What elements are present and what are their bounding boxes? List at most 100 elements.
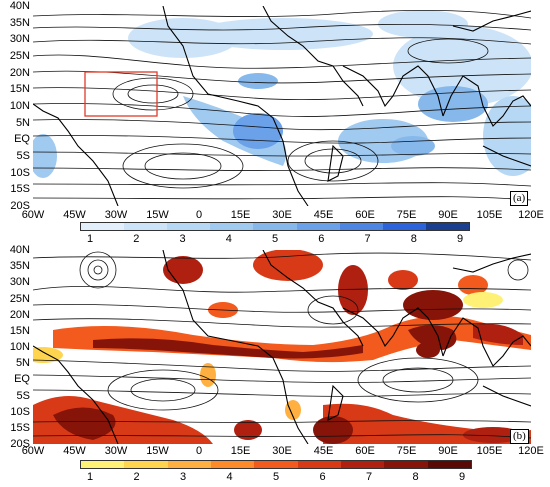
colorbar-tick-label: 7	[364, 233, 371, 245]
lon-tick-label: 15E	[230, 445, 251, 457]
lat-tick-label: 10S	[10, 405, 30, 418]
panel-a: 40N 35N 30N 25N 20N 15N 10N 5N EQ 5S 10S 15S 20S	[9, 0, 544, 245]
region-highlight-box	[84, 71, 158, 117]
panel-b-streamlines	[33, 251, 531, 439]
lon-tick-label: 90E	[438, 209, 458, 221]
colorbar-swatch	[124, 461, 168, 468]
colorbar-tick-label: 1	[86, 471, 94, 483]
colorbar-swatch	[425, 223, 469, 230]
colorbar-tick-label: 5	[271, 233, 279, 245]
panel-a-colorbar	[80, 222, 470, 231]
lat-tick-label: 15S	[10, 421, 30, 434]
colorbar-swatch	[296, 223, 340, 230]
panel-b-map	[33, 250, 531, 444]
colorbar-swatch	[167, 223, 211, 230]
colorbar-tick-label: 3	[179, 471, 187, 483]
lat-tick-label: 5S	[16, 389, 30, 402]
colorbar-tick-label: 2	[133, 471, 140, 483]
lon-tick-label: 0	[195, 209, 203, 221]
lon-tick-label: 75E	[396, 209, 417, 221]
colorbar-tick-label: 1	[86, 233, 94, 245]
lat-tick-label: 20N	[9, 308, 30, 321]
colorbar-swatch	[382, 223, 426, 230]
colorbar-tick-label: 2	[133, 233, 140, 245]
panel-b-shading	[33, 250, 531, 444]
lon-tick-label: 15W	[146, 209, 169, 221]
lat-tick-label: 15S	[10, 183, 30, 196]
lon-tick-label: 120E	[518, 209, 544, 221]
lat-tick-label: 10S	[10, 166, 30, 179]
lat-tick-label: 30N	[9, 33, 30, 46]
colorbar-swatch	[254, 461, 298, 468]
colorbar-swatch	[384, 461, 428, 468]
lon-tick-label: 15E	[230, 209, 251, 221]
colorbar-tick-label: 4	[225, 233, 232, 245]
lon-tick-label: 45W	[63, 445, 86, 457]
lat-tick-label: 25N	[9, 50, 30, 62]
lat-tick-label: EQ	[14, 373, 30, 386]
lat-tick-label: 5S	[16, 150, 30, 162]
lat-tick-label: 10N	[9, 341, 30, 353]
panel-a-streamlines	[33, 9, 531, 201]
colorbar-swatch	[124, 223, 168, 230]
lon-tick-label: 60W	[21, 445, 45, 457]
colorbar-swatch	[210, 461, 255, 468]
panel-b-label: (b)	[510, 429, 529, 444]
lon-tick-label: 45W	[63, 209, 86, 221]
lon-tick-label: 15W	[146, 445, 169, 457]
colorbar-tick-label: 8	[410, 233, 417, 245]
colorbar-swatch	[427, 461, 471, 468]
lon-tick-label: 60E	[355, 445, 375, 457]
lon-tick-label: 0	[195, 445, 203, 457]
lat-tick-label: 15N	[9, 83, 30, 96]
lon-tick-label: 105E	[476, 445, 503, 457]
lon-tick-label: 120E	[518, 445, 544, 457]
colorbar-tick-label: 5	[272, 471, 280, 483]
colorbar-swatch	[253, 223, 297, 230]
colorbar-tick-label: 6	[318, 233, 325, 245]
lat-tick-label: 40N	[9, 0, 30, 12]
lat-tick-label: 5N	[15, 357, 30, 370]
colorbar-tick-label: 4	[226, 471, 233, 483]
panel-b-colorbar	[80, 460, 472, 469]
panel-a-map	[33, 6, 531, 206]
colorbar-tick-label: 6	[319, 471, 326, 483]
colorbar-tick-label: 3	[179, 233, 186, 245]
lon-tick-label: 60E	[355, 209, 375, 221]
lat-tick-label: EQ	[14, 133, 30, 146]
lon-tick-label: 30E	[272, 209, 292, 221]
panel-b: 40N 35N 30N 25N 20N 15N 10N 5N EQ 5S 10S 15S 20S	[0, 244, 550, 487]
lon-tick-label: 45E	[313, 209, 334, 221]
colorbar-swatch	[81, 223, 125, 230]
colorbar-tick-label: 9	[458, 471, 466, 483]
panel-a-coastlines	[33, 6, 531, 206]
colorbar-swatch	[297, 461, 341, 468]
lat-tick-label: 40N	[9, 244, 30, 256]
lon-tick-label: 105E	[476, 209, 503, 221]
lat-tick-label: 20S	[10, 200, 30, 212]
lat-tick-label: 20N	[9, 66, 30, 79]
lon-tick-label: 60W	[21, 209, 45, 221]
colorbar-swatch	[340, 461, 385, 468]
lat-tick-label: 35N	[9, 16, 30, 29]
colorbar-swatch	[81, 461, 125, 468]
lat-tick-label: 35N	[9, 260, 30, 273]
colorbar-swatch	[210, 223, 254, 230]
colorbar-tick-label: 7	[365, 471, 373, 483]
lat-tick-label: 30N	[9, 276, 30, 289]
lon-tick-label: 30W	[104, 209, 128, 221]
colorbar-swatch	[167, 461, 211, 468]
lat-tick-label: 25N	[9, 292, 30, 305]
lon-tick-label: 75E	[396, 445, 417, 457]
lat-tick-label: 15N	[9, 324, 30, 337]
panel-a-label: (a)	[510, 191, 529, 206]
lon-tick-label: 30W	[104, 445, 128, 457]
lat-tick-label: 20S	[10, 438, 30, 450]
lat-tick-label: 10N	[9, 100, 30, 112]
panel-a-shading	[33, 10, 531, 178]
colorbar-tick-label: 8	[412, 471, 419, 483]
lon-tick-label: 30E	[272, 445, 292, 457]
lon-tick-label: 90E	[438, 445, 458, 457]
colorbar-swatch	[339, 223, 383, 230]
colorbar-tick-label: 9	[456, 233, 464, 245]
